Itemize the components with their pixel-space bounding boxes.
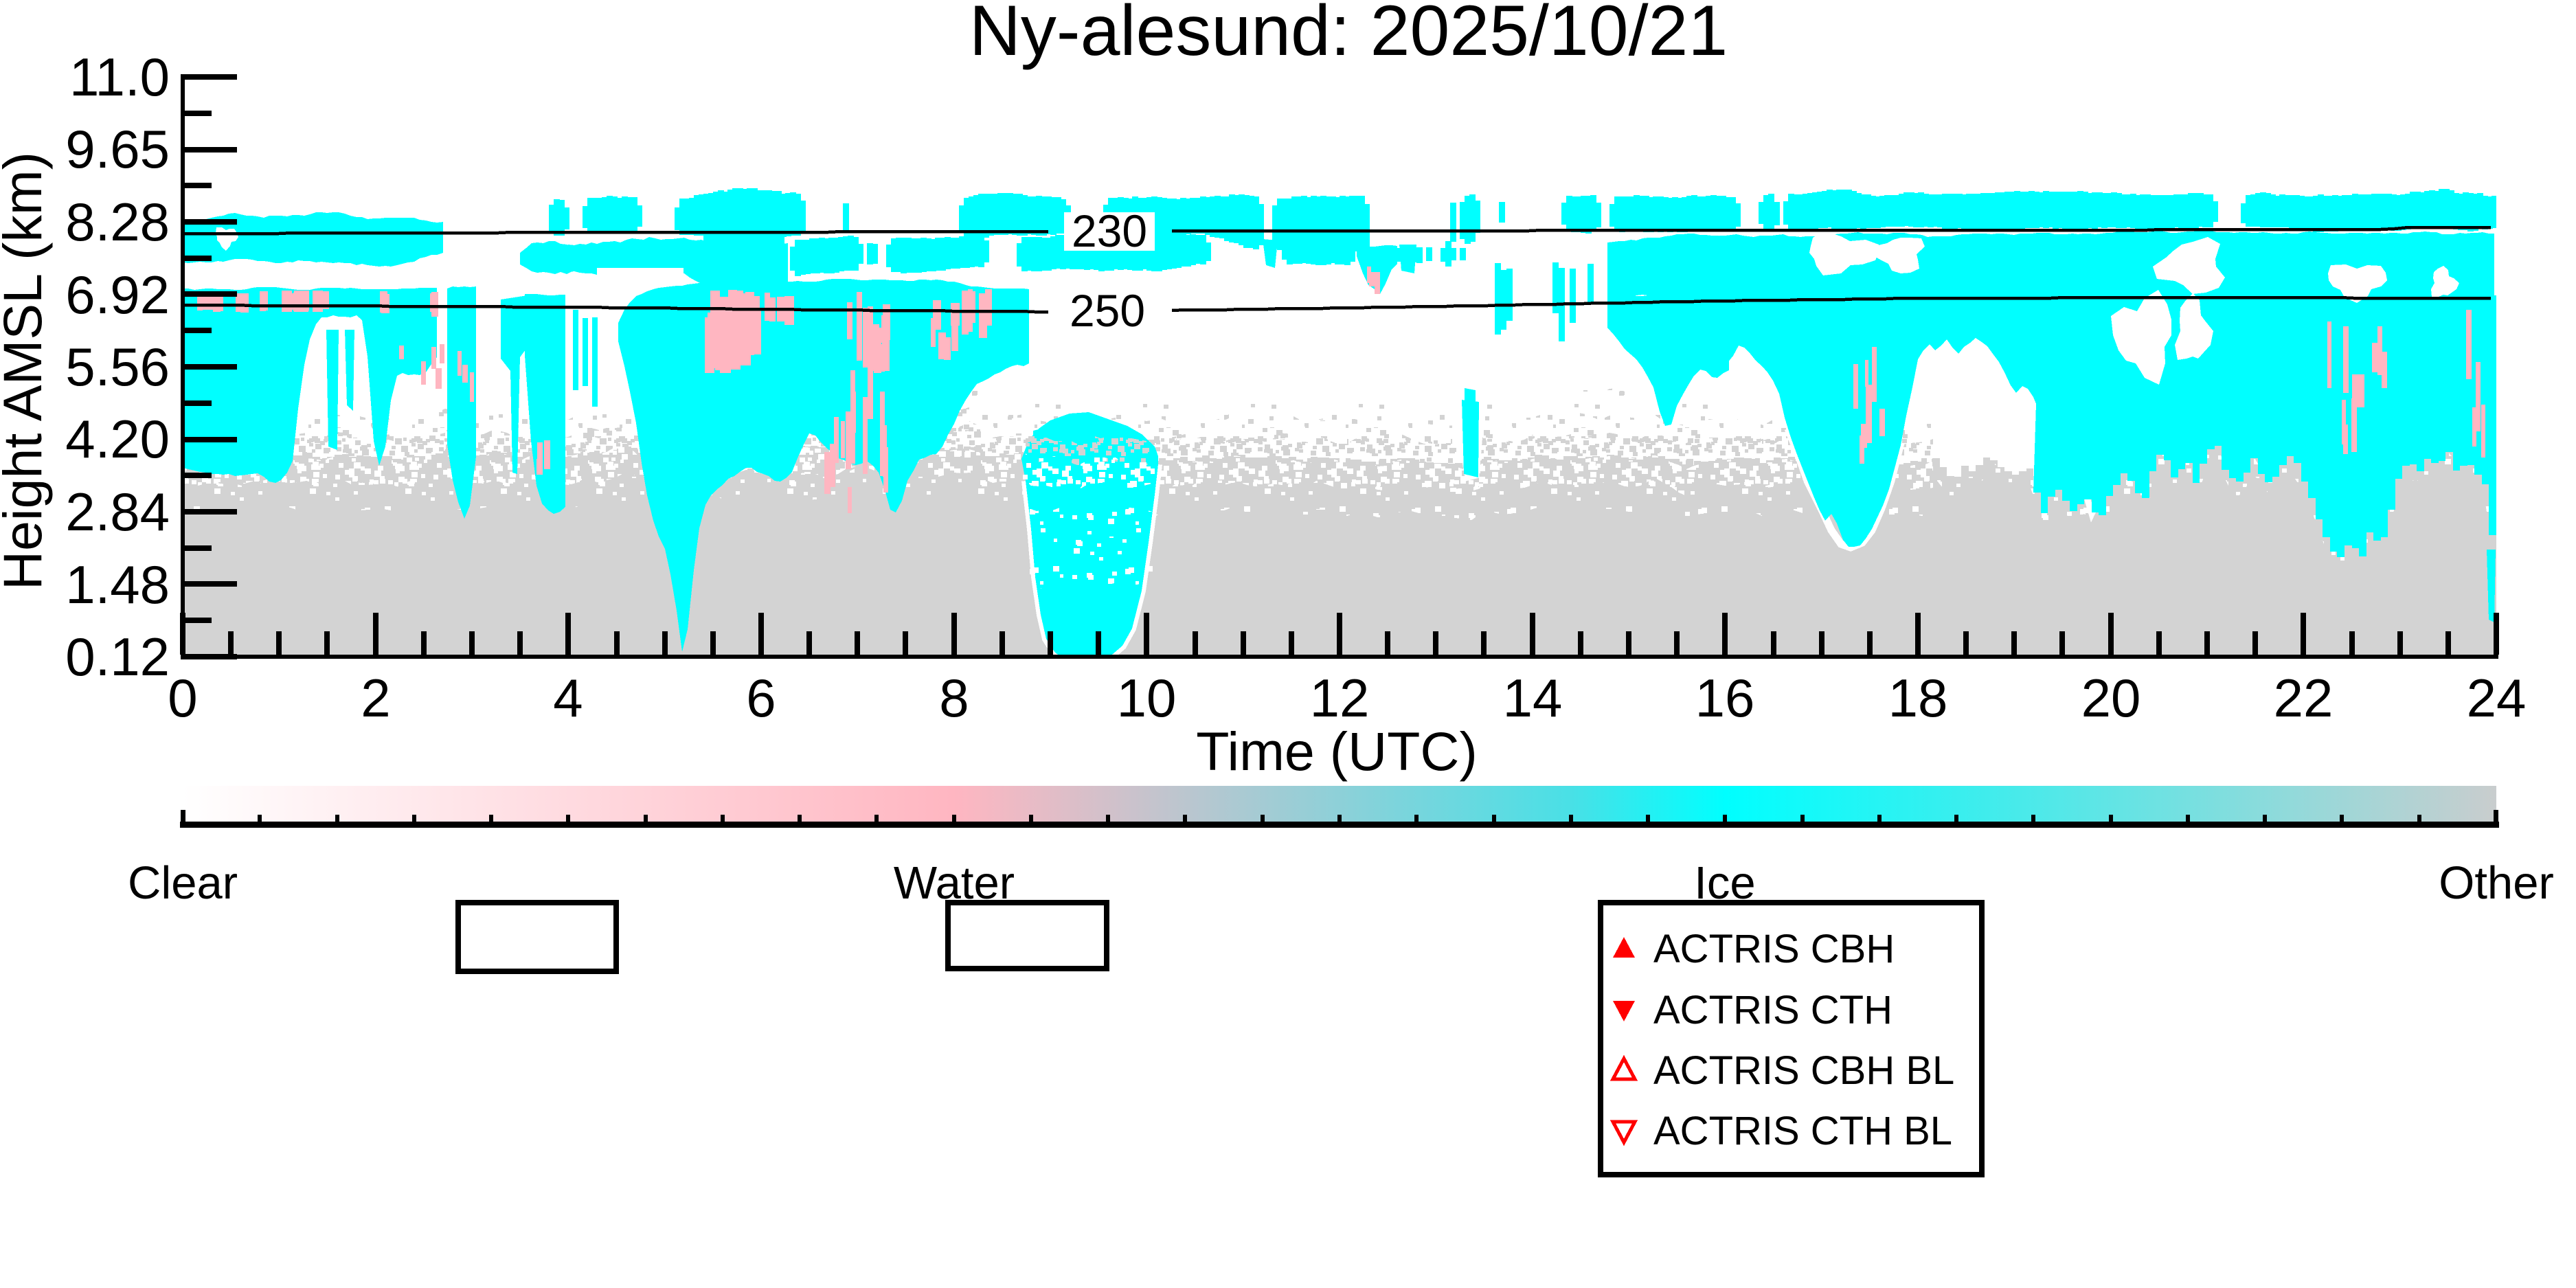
svg-text:8: 8 bbox=[939, 668, 969, 728]
svg-text:1.48: 1.48 bbox=[65, 554, 170, 615]
svg-text:Height AMSL (km): Height AMSL (km) bbox=[0, 152, 53, 590]
svg-text:230: 230 bbox=[1072, 205, 1147, 256]
svg-text:6: 6 bbox=[746, 668, 776, 728]
svg-text:10: 10 bbox=[1117, 668, 1177, 728]
svg-text:9.65: 9.65 bbox=[65, 119, 170, 179]
svg-text:14: 14 bbox=[1503, 668, 1563, 728]
svg-text:12: 12 bbox=[1310, 668, 1370, 728]
svg-text:Ny-alesund: 2025/10/21: Ny-alesund: 2025/10/21 bbox=[969, 0, 1728, 71]
svg-text:22: 22 bbox=[2274, 668, 2334, 728]
svg-text:Time (UTC): Time (UTC) bbox=[1196, 721, 1478, 782]
svg-text:16: 16 bbox=[1695, 668, 1755, 728]
svg-text:0.12: 0.12 bbox=[65, 626, 170, 687]
svg-text:8.28: 8.28 bbox=[65, 192, 170, 252]
svg-text:250: 250 bbox=[1070, 285, 1145, 336]
svg-text:20: 20 bbox=[2081, 668, 2141, 728]
svg-text:Clear: Clear bbox=[128, 857, 238, 909]
svg-text:2.84: 2.84 bbox=[65, 482, 170, 542]
svg-text:6.92: 6.92 bbox=[65, 264, 170, 325]
svg-text:5.56: 5.56 bbox=[65, 337, 170, 397]
svg-text:2: 2 bbox=[361, 668, 390, 728]
svg-text:Other: Other bbox=[2439, 857, 2554, 909]
svg-text:ACTRIS CBH BL: ACTRIS CBH BL bbox=[1653, 1048, 1954, 1093]
svg-text:ACTRIS CBH: ACTRIS CBH bbox=[1653, 927, 1895, 971]
svg-text:ACTRIS CTH BL: ACTRIS CTH BL bbox=[1653, 1109, 1952, 1153]
svg-text:24: 24 bbox=[2467, 668, 2527, 728]
svg-text:ACTRIS CTH: ACTRIS CTH bbox=[1653, 988, 1893, 1032]
svg-text:0: 0 bbox=[168, 668, 197, 728]
svg-text:11.0: 11.0 bbox=[69, 47, 170, 107]
svg-text:4: 4 bbox=[553, 668, 583, 728]
svg-text:4.20: 4.20 bbox=[65, 409, 170, 469]
svg-text:18: 18 bbox=[1888, 668, 1948, 728]
